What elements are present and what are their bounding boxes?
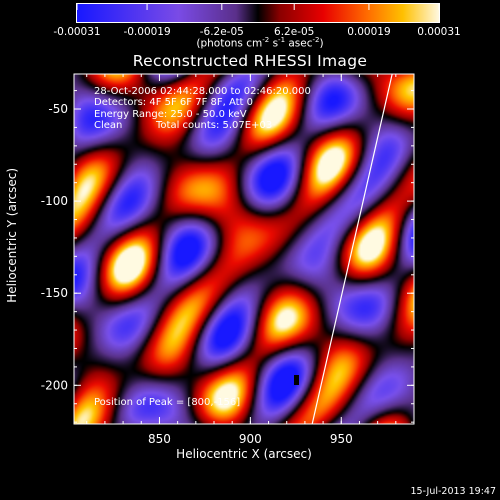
time-range-annotation: 28-Oct-2006 02:44:28.000 to 02:46:20.000 [94,86,311,97]
counts-annotation: Total counts: 5.07E+03 [156,120,273,131]
y-tick-label: -150 [41,286,68,300]
colorbar-tick-label: 6.2e-05 [274,26,314,38]
solar-limb-line [311,74,393,424]
colorbar-tick-label: -6.2e-05 [200,26,244,38]
y-tick-label: -50 [48,102,68,116]
colorbar-tick-label: -0.00031 [53,26,100,38]
colorbar-gradient [77,4,439,22]
x-tick-label: 950 [330,432,353,446]
chart-title: Reconstructed RHESSI Image [132,52,368,70]
colorbar-tick-label: 0.00019 [347,26,390,38]
y-axis-label: Heliocentric Y (arcsec) [5,168,19,303]
peak-marker [294,375,299,385]
x-axis-label: Heliocentric X (arcsec) [176,447,312,461]
plot-frame [73,73,415,425]
detectors-annotation: Detectors: 4F 5F 6F 7F 8F, Att 0 [94,97,254,108]
x-tick-label: 900 [239,432,262,446]
x-tick-label: 850 [148,432,171,446]
y-tick-label: -100 [41,194,68,208]
colorbar [76,3,440,23]
heatmap-image [74,74,414,424]
colorbar-tick-label: -0.00019 [123,26,170,38]
colorbar-tick-label: 0.00031 [417,26,460,38]
energy-annotation: Energy Range: 25.0 - 50.0 keV [94,109,247,120]
timestamp: 15-Jul-2013 19:47 [410,486,496,497]
peak-annotation: Position of Peak = [800,-156] [94,397,241,408]
colorbar-units: (photons cm-2 s-1 asec-2) [196,36,324,50]
y-tick-label: -200 [41,378,68,392]
clean-annotation: Clean [94,120,123,131]
